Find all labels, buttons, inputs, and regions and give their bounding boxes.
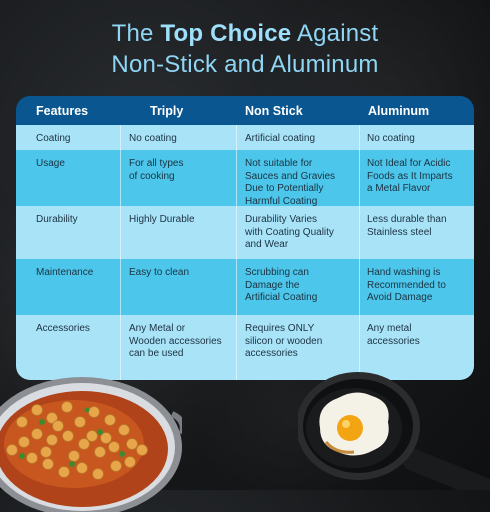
chickpea [100, 432, 112, 444]
comparison-table: Features Triply Non Stick Aluminum Coati… [16, 96, 474, 380]
chickpea [94, 446, 106, 458]
table-row: Durability Highly Durable Durability Varie… [16, 206, 474, 259]
chickpea [46, 434, 58, 446]
chickpeas [6, 401, 148, 480]
column-divider [236, 315, 237, 380]
egg-yolk [337, 415, 363, 441]
aluminum-cell: Hand washing is Recommended to Avoid Damag… [367, 267, 446, 303]
chickpea [42, 458, 54, 470]
column-divider [359, 315, 360, 380]
chickpea [126, 438, 138, 450]
table-row: Maintenance Easy to clean Scrubbing can Dam… [16, 259, 474, 315]
triply-cell: Highly Durable [129, 214, 195, 225]
table-header: Features Triply Non Stick Aluminum [16, 96, 474, 125]
column-divider [120, 125, 121, 150]
title-suffix: Against [291, 20, 379, 47]
non-stick-cell: Durability Varies with Coating Quality and… [245, 214, 334, 250]
header-triply: Triply [150, 104, 184, 118]
chickpea [18, 436, 30, 448]
aluminum-cell: Any metal accessories [367, 323, 420, 347]
chickpea [26, 452, 38, 464]
header-features: Features [36, 104, 89, 118]
chickpea [110, 460, 122, 472]
column-divider [120, 150, 121, 206]
non-stick-cell: Requires ONLY silicon or wooden accessorie… [245, 323, 323, 359]
chickpea-curry-pot-image [0, 377, 182, 512]
non-stick-cell: Not suitable for Sauces and Gravies Due to… [245, 158, 336, 207]
chickpea [16, 416, 28, 428]
fried-egg-pan-image [298, 372, 490, 490]
chickpea [31, 428, 43, 440]
triply-cell: For all types of cooking [129, 158, 184, 182]
chickpea [31, 404, 43, 416]
header-aluminum: Aluminum [368, 104, 430, 118]
column-divider [236, 259, 237, 315]
title-line-1: The Top Choice Against [0, 18, 490, 49]
chickpea [88, 406, 100, 418]
table-row: Coating No coating Artificial coating No co… [16, 125, 474, 150]
chickpea [78, 438, 90, 450]
header-non-stick: Non Stick [245, 104, 303, 118]
chickpea [86, 430, 98, 442]
chickpea [136, 444, 148, 456]
column-divider [120, 315, 121, 380]
page-title: The Top Choice Against Non-Stick and Alu… [0, 18, 490, 80]
feature-cell: Coating [36, 133, 71, 144]
non-stick-cell: Artificial coating [245, 133, 316, 144]
chickpea [52, 420, 64, 432]
column-divider [236, 150, 237, 206]
column-divider [236, 125, 237, 150]
aluminum-cell: Not Ideal for Acidic Foods as It Imparts a… [367, 158, 453, 194]
chickpea [62, 430, 74, 442]
aluminum-cell: No coating [367, 133, 415, 144]
chickpea [40, 446, 52, 458]
chickpea [104, 414, 116, 426]
herb-garnish [19, 407, 125, 467]
chickpea [76, 462, 88, 474]
chickpea [124, 456, 136, 468]
column-divider [236, 206, 237, 259]
chickpea [61, 401, 73, 413]
feature-cell: Maintenance [36, 267, 94, 278]
aluminum-cell: Less durable than Stainless steel [367, 214, 447, 238]
chickpea [74, 416, 86, 428]
chickpea [46, 412, 58, 424]
table-row: Accessories Any Metal or Wooden accessorie… [16, 315, 474, 380]
chickpea [92, 468, 104, 480]
triply-cell: Easy to clean [129, 267, 190, 278]
feature-cell: Durability [36, 214, 78, 225]
non-stick-cell: Scrubbing can Damage the Artificial Coatin… [245, 267, 318, 303]
column-divider [359, 150, 360, 206]
column-divider [359, 206, 360, 259]
pan-handle [402, 449, 490, 490]
triply-cell: Any Metal or Wooden accessories can be use… [129, 323, 222, 359]
column-divider [359, 259, 360, 315]
title-highlight: Top Choice [160, 20, 292, 47]
column-divider [359, 125, 360, 150]
chickpea [6, 444, 18, 456]
chickpea [108, 441, 120, 453]
chickpea [68, 450, 80, 462]
column-divider [120, 206, 121, 259]
triply-cell: No coating [129, 133, 177, 144]
chickpea [58, 466, 70, 478]
title-line-2: Non-Stick and Aluminum [111, 51, 379, 78]
table-row: Usage For all types of cooking Not suitable… [16, 150, 474, 207]
feature-cell: Usage [36, 158, 65, 169]
column-divider [120, 259, 121, 315]
feature-cell: Accessories [36, 323, 90, 334]
chickpea [118, 424, 130, 436]
pot-handle [170, 411, 182, 434]
title-prefix: The [111, 20, 161, 47]
